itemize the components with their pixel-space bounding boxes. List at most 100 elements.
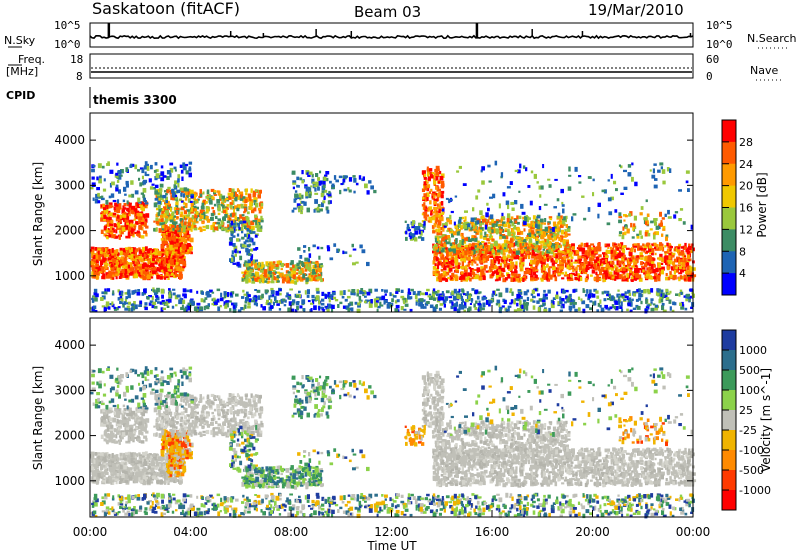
power-cell <box>612 274 616 279</box>
power-cell <box>434 168 438 173</box>
power-cell <box>300 267 304 271</box>
power-cell <box>448 239 451 244</box>
nave-tick-top: 60 <box>706 53 719 66</box>
power-cell <box>569 274 573 278</box>
power-cell <box>127 270 131 273</box>
power-cell <box>522 276 526 279</box>
power-cell <box>434 251 439 255</box>
power-cell <box>474 261 477 264</box>
power-cell <box>530 220 533 226</box>
power-cell <box>176 257 179 262</box>
power-cell <box>640 235 643 239</box>
power-cell <box>561 204 565 207</box>
power-cell <box>495 228 500 234</box>
power-cell <box>174 169 177 172</box>
power-cell <box>562 241 565 247</box>
power-cell <box>541 240 545 244</box>
power-cell <box>151 261 155 264</box>
power-cell <box>639 252 643 257</box>
power-cell <box>217 207 221 210</box>
freq-tick-top: 18 <box>70 53 83 66</box>
power-cell <box>100 264 103 269</box>
power-cell <box>180 169 184 174</box>
power-cell <box>463 267 468 273</box>
power-cell <box>328 190 331 195</box>
power-cell <box>423 211 428 217</box>
power-cell <box>437 228 441 233</box>
power-cell <box>533 221 537 224</box>
power-cell <box>207 303 210 307</box>
power-cell <box>440 226 444 230</box>
power-cell <box>620 242 624 248</box>
power-cell <box>495 275 500 280</box>
power-cell <box>179 275 182 280</box>
power-cell <box>239 220 243 225</box>
power-cell <box>113 258 117 264</box>
power-cell <box>190 224 194 229</box>
power-cell <box>217 212 221 216</box>
power-cell <box>440 268 444 272</box>
power-cell <box>144 202 149 205</box>
power-cell <box>159 208 164 212</box>
power-cell <box>193 218 197 223</box>
power-cell <box>560 240 563 243</box>
power-cell <box>404 220 407 223</box>
power-cell <box>347 187 350 191</box>
power-cell <box>142 213 146 219</box>
power-cell <box>418 236 422 239</box>
power-cell <box>528 238 533 243</box>
power-cell <box>450 245 454 249</box>
power-cell <box>530 275 534 278</box>
power-cell <box>648 269 652 273</box>
power-cell <box>470 220 474 225</box>
power-cell <box>405 236 408 241</box>
power-cell <box>479 210 483 216</box>
power-cell <box>560 229 564 235</box>
power-cell <box>645 199 648 203</box>
power-cell <box>143 165 148 170</box>
power-cell <box>165 196 168 201</box>
power-cell <box>423 205 427 209</box>
power-cell <box>423 197 428 202</box>
power-cell <box>477 240 480 244</box>
power-cell <box>230 193 233 198</box>
power-cell <box>462 257 466 263</box>
power-cell <box>573 273 578 276</box>
power-cell <box>665 259 669 264</box>
power-cell <box>169 215 173 220</box>
power-cell <box>476 263 479 266</box>
power-cell <box>624 224 628 230</box>
power-cell <box>628 267 633 270</box>
power-cell <box>160 307 164 312</box>
power-cell <box>632 271 636 277</box>
freq-panel <box>89 53 694 79</box>
power-cell <box>440 216 444 222</box>
power-cell <box>493 255 496 258</box>
power-cell <box>100 204 103 208</box>
power-cell <box>136 266 140 271</box>
power-cell <box>223 227 228 231</box>
power-cell <box>434 237 437 243</box>
power-cell <box>165 193 168 196</box>
power-cell <box>245 274 249 280</box>
power-cell <box>289 268 293 271</box>
power-cell <box>525 167 528 172</box>
power-cell <box>545 232 548 236</box>
power-cell <box>244 221 247 227</box>
power-cell <box>171 245 175 248</box>
power-cell <box>645 221 648 226</box>
power-cell <box>248 249 252 252</box>
power-cell <box>676 256 680 260</box>
power-cell <box>421 220 425 223</box>
power-cell <box>553 272 556 275</box>
power-cell <box>124 265 129 270</box>
power-cell <box>577 273 581 278</box>
power-cell <box>491 229 494 233</box>
power-cell <box>584 261 589 265</box>
power-cell <box>239 226 244 231</box>
power-cell <box>91 268 95 273</box>
power-cell <box>523 255 527 260</box>
power-cell <box>629 269 632 274</box>
power-cell <box>143 200 147 203</box>
power-cell <box>484 251 488 255</box>
